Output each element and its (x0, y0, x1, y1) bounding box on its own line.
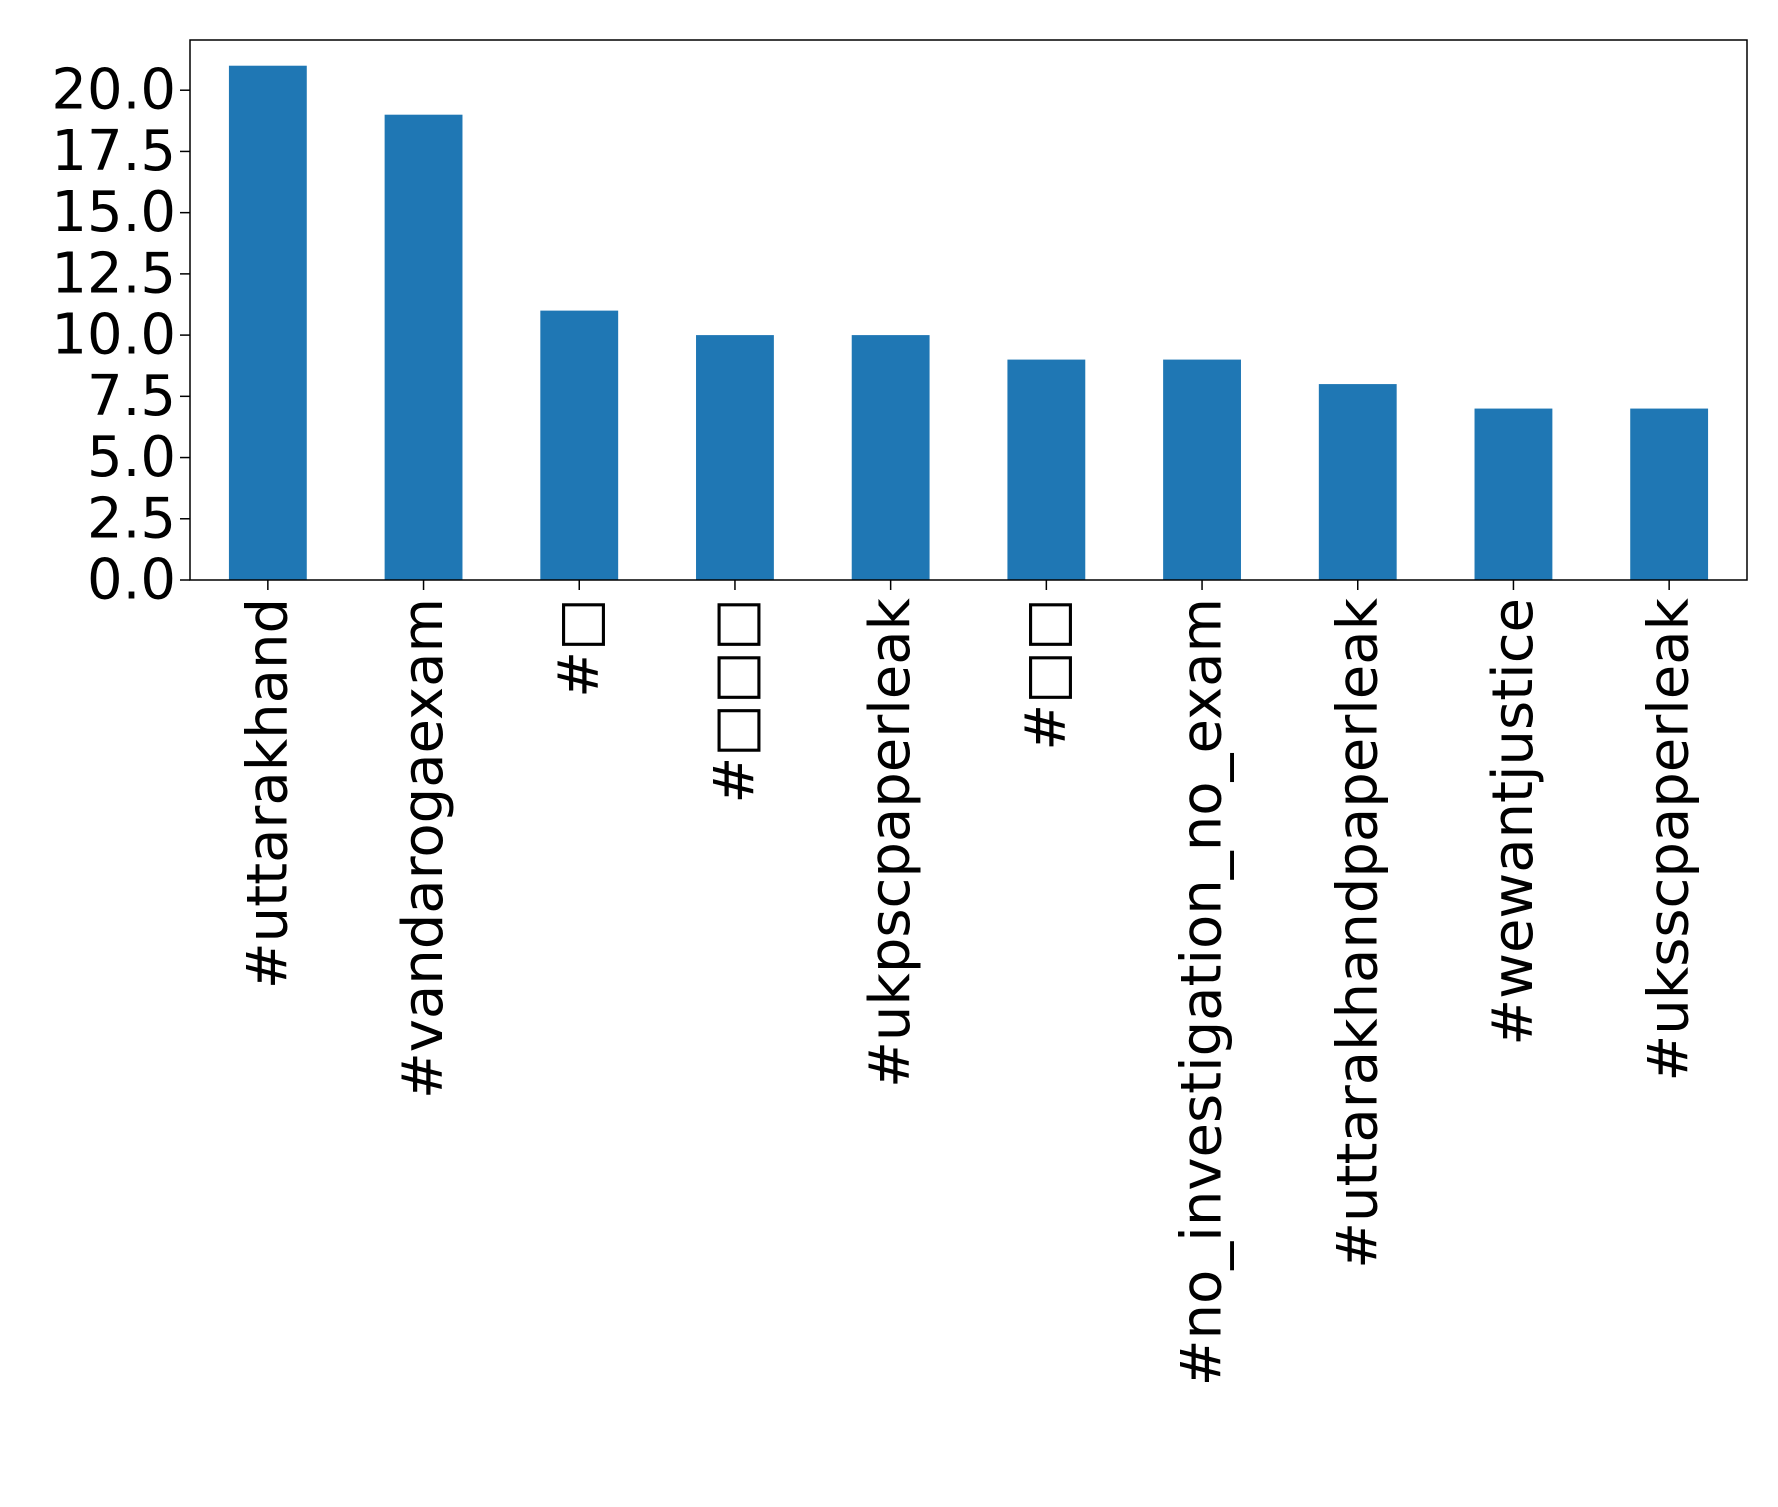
x-category-label: #□□ (1014, 598, 1079, 751)
y-tick-label: 7.5 (87, 364, 176, 429)
x-category-label: #uttarakhand (235, 598, 300, 989)
y-tick-label: 10.0 (51, 303, 176, 368)
y-tick-label: 2.5 (87, 486, 176, 551)
bar-6 (1007, 359, 1086, 580)
bar-5 (851, 335, 930, 580)
x-category-label: #□ (547, 598, 612, 698)
x-category-label: #uttarakhandpaperleak (1325, 597, 1390, 1268)
x-axis: #uttarakhand #vandarogaexam #□ #□□□ #ukpscpa… (235, 580, 1702, 1386)
y-tick-label: 15.0 (51, 180, 176, 245)
bar-8 (1318, 384, 1397, 580)
y-tick-label: 5.0 (87, 425, 176, 490)
bars-group (228, 65, 1709, 580)
y-axis: 0.02.55.07.510.012.515.017.520.0 (51, 58, 190, 613)
y-tick-label: 17.5 (51, 119, 176, 184)
bar-9 (1474, 408, 1553, 580)
bar-10 (1630, 408, 1709, 580)
x-category-label: #uksscpaperleak (1637, 597, 1702, 1081)
x-category-label: #no_investigation_no_exam (1170, 598, 1235, 1386)
bar-2 (384, 114, 463, 580)
bar-4 (696, 335, 774, 580)
x-category-label: #ukpscpaperleak (858, 597, 923, 1088)
y-tick-label: 20.0 (51, 58, 176, 123)
x-category-label: #wewantjustice (1481, 598, 1546, 1046)
bar-1 (228, 65, 307, 580)
y-tick-label: 0.0 (87, 548, 176, 613)
x-category-label: #□□□ (702, 598, 767, 804)
y-tick-label: 12.5 (51, 241, 176, 306)
x-category-label: #vandarogaexam (391, 598, 456, 1099)
plot-frame (189, 39, 1748, 581)
bar-3 (540, 310, 619, 580)
bar-7 (1163, 359, 1241, 580)
